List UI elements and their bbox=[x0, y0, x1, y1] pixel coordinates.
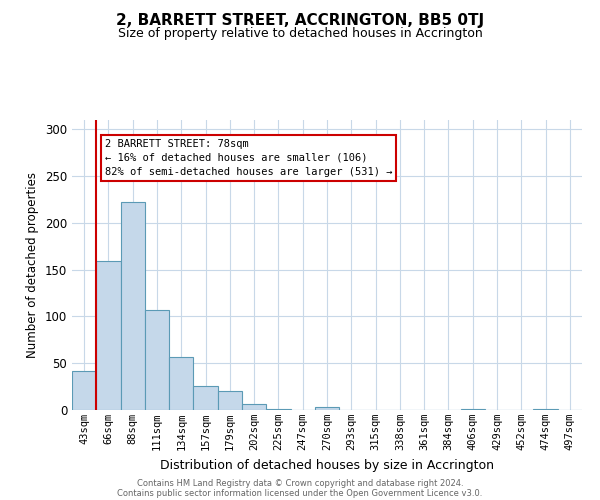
Bar bbox=[145, 310, 169, 410]
X-axis label: Distribution of detached houses by size in Accrington: Distribution of detached houses by size … bbox=[160, 458, 494, 471]
Text: 2 BARRETT STREET: 78sqm
← 16% of detached houses are smaller (106)
82% of semi-d: 2 BARRETT STREET: 78sqm ← 16% of detache… bbox=[105, 138, 392, 176]
Bar bbox=[315, 407, 339, 410]
Bar bbox=[193, 386, 218, 410]
Bar bbox=[533, 409, 558, 410]
Text: Contains HM Land Registry data © Crown copyright and database right 2024.: Contains HM Land Registry data © Crown c… bbox=[137, 478, 463, 488]
Bar bbox=[218, 392, 242, 410]
Bar bbox=[461, 409, 485, 410]
Text: Contains public sector information licensed under the Open Government Licence v3: Contains public sector information licen… bbox=[118, 488, 482, 498]
Text: Size of property relative to detached houses in Accrington: Size of property relative to detached ho… bbox=[118, 28, 482, 40]
Text: 2, BARRETT STREET, ACCRINGTON, BB5 0TJ: 2, BARRETT STREET, ACCRINGTON, BB5 0TJ bbox=[116, 12, 484, 28]
Bar bbox=[96, 262, 121, 410]
Bar bbox=[169, 356, 193, 410]
Bar bbox=[72, 370, 96, 410]
Bar bbox=[266, 409, 290, 410]
Bar bbox=[121, 202, 145, 410]
Bar bbox=[242, 404, 266, 410]
Y-axis label: Number of detached properties: Number of detached properties bbox=[26, 172, 40, 358]
